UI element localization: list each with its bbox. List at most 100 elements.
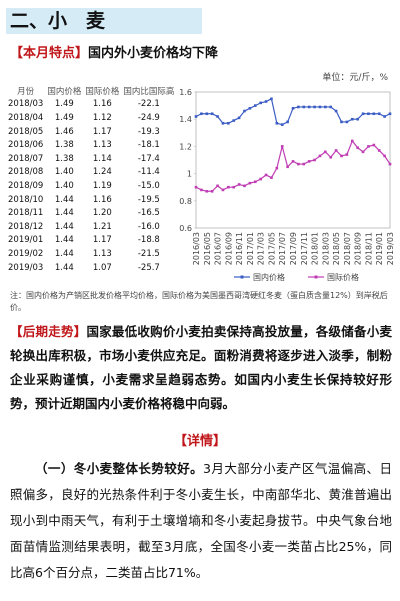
table-cell: 1.38 [54,153,74,164]
legend-label: 国际价格 [327,272,359,282]
column-header: 月份 [17,86,35,97]
data-point [259,101,262,105]
data-point [377,149,381,152]
table-cell: 2018/03 [8,99,44,110]
table-cell: 1.44 [54,221,74,232]
x-tick-label: 2018/03 [321,232,330,265]
x-tick-label: 2018/09 [354,232,363,265]
data-point [264,100,268,103]
data-point [324,105,327,109]
table-cell: 2018/09 [8,180,44,191]
table-cell: 2018/11 [8,208,44,219]
table-cell: -16.5 [137,208,160,219]
table-row: 2018/11 1.44 1.20 -16.5 [6,206,176,220]
data-point [275,166,279,170]
unit: 单位：元/斤，% [322,73,388,83]
plot-frame [195,91,391,229]
data-point [372,112,376,116]
data-point [383,115,386,118]
table-cell: 2018/05 [8,126,44,137]
table-cell: -16.0 [137,221,160,232]
outlook: 【后期走势】国家最低收购价小麦拍卖保持高投放量，各级储备小麦轮换出库积极，市场小… [10,320,392,416]
legend-marker [240,275,244,279]
table-row: 2019/02 1.44 1.13 -21.5 [6,247,176,261]
table-cell: -18.8 [137,235,160,246]
table-cell: 1.14 [92,153,112,164]
data-point [334,149,338,152]
data-point [205,189,209,193]
data-point [367,145,370,148]
x-tick-label: 2016/03 [192,232,201,265]
x-tick-label: 2017/11 [300,232,309,265]
y-tick-label: 0.6 [179,224,192,233]
data-point [377,112,381,116]
data-point [243,109,246,113]
table-cell: 1.44 [54,235,74,246]
data-point [200,112,203,116]
data-point [227,185,230,189]
y-tick-label: 0.8 [179,197,192,206]
data-point [345,153,349,156]
table-cell: 2019/03 [8,262,44,273]
feature-text: 国内外小麦价格均下降 [88,46,219,61]
data-point [350,117,354,121]
table-cell: 1.16 [92,99,112,110]
legend-marker [314,275,318,279]
data-point [194,185,198,189]
section-title: 二、小 麦 [6,8,202,34]
x-tick-label: 2017/01 [246,232,255,265]
data-point [388,162,392,166]
data-point [372,143,376,147]
data-point [356,117,359,121]
table-cell: 2018/08 [8,167,44,178]
table-row: 2018/08 1.40 1.24 -11.4 [6,166,176,180]
table-cell: 1.19 [92,180,112,191]
table-cell: 1.44 [54,248,74,259]
table-cell: 2018/04 [8,112,44,123]
data-point [318,105,322,109]
table-cell: -11.4 [137,167,160,178]
data-point [227,121,230,125]
feature-label: 【本月特点】 [10,46,89,61]
table-cell: -21.5 [137,248,160,259]
data-point [253,180,257,184]
data-point [329,155,333,159]
series-line [195,97,391,126]
table-cell: 1.24 [92,167,112,178]
data-point [237,183,241,186]
data-point [350,139,354,143]
data-point [216,115,219,118]
table-cell: 1.21 [92,221,112,232]
price-table: 月份 国内价格 国际价格 国内比国际高 2018/03 1.49 1.16 -22.1 2018… [6,84,176,274]
table-cell: 2019/02 [8,248,44,259]
data-point [286,165,289,169]
table-cell: -25.7 [137,262,160,273]
table-cell: 1.44 [54,262,74,273]
data-point [248,181,252,185]
table-row: 2019/01 1.44 1.17 -18.8 [6,234,176,248]
table-cell: 1.40 [54,180,74,191]
feature: 【本月特点】国内外小麦价格均下降 [10,42,218,61]
data-point [232,185,236,189]
table-cell: -17.4 [137,153,160,164]
data-point [216,184,219,188]
table-cell: 1.13 [92,248,112,259]
data-point [334,109,338,113]
data-point [302,105,306,109]
outlook-label: 【后期走势】 [10,324,87,339]
x-tick-label: 2018/01 [311,232,320,265]
data-point [340,120,343,124]
data-point [367,112,370,116]
data-point [291,160,295,163]
details-title: 【详情】 [173,434,226,449]
y-tick-label: 1.6 [179,88,192,97]
details-text: 3月大部分小麦产区气温偏高、日照偏多，良好的光热条件利于冬小麦生长，中南部华北、… [10,461,392,580]
column-header: 国内价格 [47,86,82,97]
data-point [243,184,246,188]
table-cell: -19.3 [137,126,160,137]
table-cell: 1.17 [92,235,112,246]
data-point [280,145,284,148]
data-point [361,150,365,154]
table-cell: 1.07 [92,262,112,273]
data-point [313,105,316,109]
